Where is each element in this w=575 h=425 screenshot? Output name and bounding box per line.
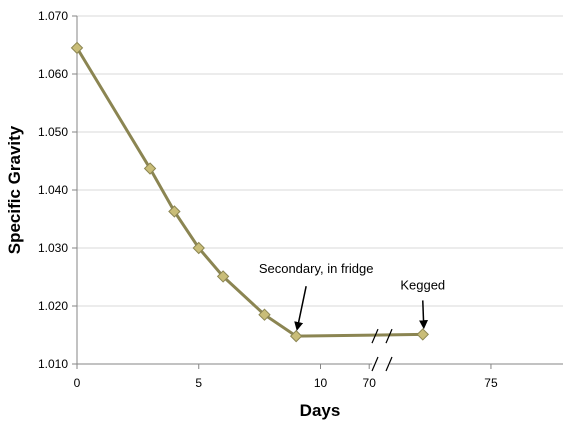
y-tick-label: 1.030 [38,241,68,255]
x-tick-label: 5 [195,376,202,390]
y-tick-label: 1.070 [38,9,68,23]
x-tick-label: 0 [74,376,81,390]
axis-break-mark [385,328,393,344]
x-tick-label: 75 [484,376,498,390]
data-point [70,41,84,55]
gridlines [77,15,563,365]
y-tick-label: 1.040 [38,183,68,197]
axis-break-mark [385,356,393,372]
axis-break-mark [371,328,379,344]
y-axis-title: Specific Gravity [5,125,24,254]
axis-break-mark [371,356,379,372]
x-tick-label: 10 [314,376,328,390]
y-tick-label: 1.050 [38,125,68,139]
y-tick-label: 1.020 [38,299,68,313]
x-tick-label: 70 [363,376,377,390]
annotation-label: Secondary, in fridge [259,261,374,276]
annotation-arrow [294,286,307,331]
annotation-arrow [419,300,429,330]
x-ticks: 0 5 10 70 75 [74,364,498,390]
y-ticks: 1.010 1.020 1.030 1.040 1.050 1.060 1.070 [38,9,77,371]
axis-break-marks [371,328,393,372]
x-axis-title: Days [300,401,341,420]
data-point [289,329,303,343]
annotations: Secondary, in fridge Kegged [259,261,445,331]
series [70,41,429,343]
data-point [216,270,230,283]
data-point [258,308,271,321]
data-point [192,241,205,255]
data-point [143,162,157,175]
y-tick-label: 1.060 [38,67,68,81]
data-point [168,205,181,218]
annotation-label: Kegged [400,277,445,292]
y-tick-label: 1.010 [38,357,68,371]
series-line [75,47,423,338]
data-point [416,328,429,341]
